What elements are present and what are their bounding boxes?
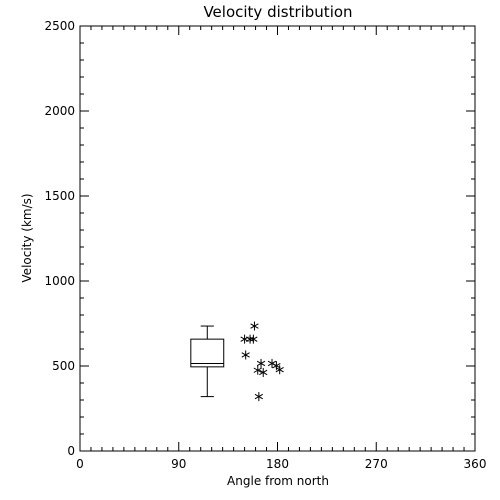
asterisk-stroke bbox=[275, 367, 284, 373]
asterisk-point bbox=[249, 334, 258, 344]
asterisk-stroke bbox=[245, 336, 255, 342]
asterisk-point bbox=[259, 367, 268, 377]
y-axis-label: Velocity (km/s) bbox=[20, 193, 34, 282]
asterisk-point bbox=[240, 334, 249, 344]
asterisk-point bbox=[245, 334, 255, 344]
asterisk-point bbox=[256, 358, 266, 368]
x-tick-label: 90 bbox=[171, 457, 186, 471]
asterisk-stroke bbox=[249, 336, 258, 342]
asterisk-stroke bbox=[256, 360, 266, 367]
asterisk-stroke bbox=[253, 367, 262, 373]
plot-frame bbox=[79, 25, 476, 452]
asterisk-stroke bbox=[241, 352, 250, 358]
ticks-layer: 0 90 180 270 360 0 500 1000 1500 2000 2500 bbox=[44, 19, 486, 471]
chart-title: Velocity distribution bbox=[203, 3, 352, 21]
x-tick-label: 360 bbox=[464, 457, 487, 471]
asterisk-point bbox=[272, 361, 281, 371]
asterisk-point bbox=[241, 350, 250, 360]
asterisk-point bbox=[253, 365, 262, 375]
y-tick-label: 1000 bbox=[44, 274, 75, 288]
asterisk-stroke bbox=[254, 393, 263, 400]
asterisk-point bbox=[250, 321, 259, 331]
y-tick-label: 0 bbox=[67, 444, 75, 458]
y-tick-label: 2500 bbox=[44, 19, 75, 33]
asterisk-point bbox=[254, 392, 263, 402]
x-tick-label: 0 bbox=[76, 457, 84, 471]
data-points bbox=[240, 321, 284, 402]
asterisk-point bbox=[275, 365, 284, 375]
asterisk-stroke bbox=[272, 362, 281, 369]
asterisk-stroke bbox=[259, 369, 268, 376]
y-tick-label: 2000 bbox=[44, 104, 75, 118]
y-tick-label: 500 bbox=[52, 359, 75, 373]
y-tick-label: 1500 bbox=[44, 189, 75, 203]
boxplot bbox=[190, 325, 225, 398]
x-tick-label: 270 bbox=[365, 457, 388, 471]
asterisk-stroke bbox=[250, 323, 259, 329]
x-tick-label: 180 bbox=[266, 457, 289, 471]
x-axis-label: Angle from north bbox=[227, 474, 329, 488]
box-iqr bbox=[190, 338, 225, 368]
